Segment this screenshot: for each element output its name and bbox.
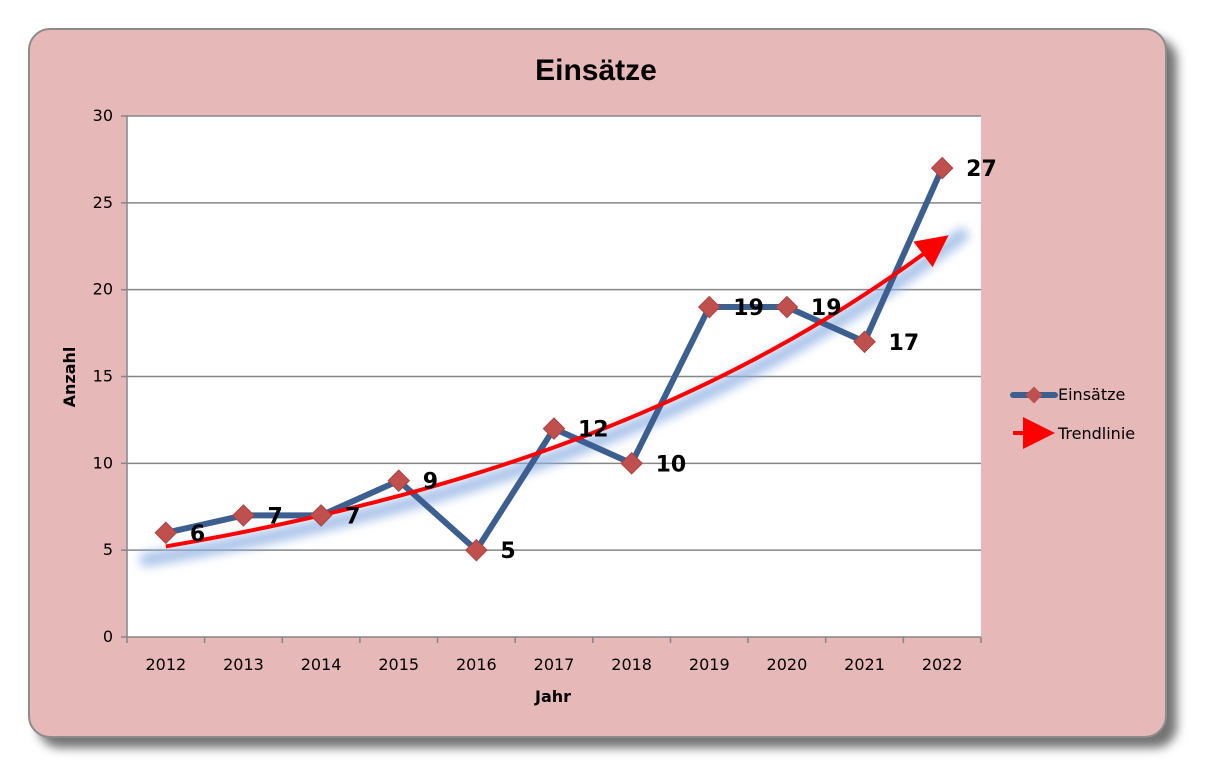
x-tick-label: 2017 xyxy=(534,655,575,674)
legend-label-trendlinie: Trendlinie xyxy=(1057,424,1135,443)
data-point-marker xyxy=(620,452,643,475)
legend: Einsätze Trendlinie xyxy=(1010,385,1135,449)
y-tick-label: 15 xyxy=(93,367,113,386)
y-axis-label: Anzahl xyxy=(60,347,79,408)
y-tick-label: 25 xyxy=(93,193,113,212)
x-tick-label: 2015 xyxy=(378,655,419,674)
x-tick-label: 2014 xyxy=(301,655,342,674)
series-markers xyxy=(154,156,954,562)
y-tick-label: 10 xyxy=(93,453,113,472)
data-label: 12 xyxy=(578,418,609,443)
y-tick-label: 0 xyxy=(103,627,113,646)
data-label: 7 xyxy=(267,504,282,529)
y-axis-ticks: 0 5 10 15 20 25 30 xyxy=(93,106,127,646)
y-tick-label: 30 xyxy=(93,106,113,125)
data-label: 6 xyxy=(190,522,205,547)
legend-item-einsaetze: Einsätze xyxy=(1010,385,1125,404)
x-axis-label: Jahr xyxy=(534,687,571,706)
x-tick-label: 2019 xyxy=(689,655,730,674)
x-tick-label: 2020 xyxy=(767,655,808,674)
data-label: 27 xyxy=(966,157,997,182)
x-tick-label: 2021 xyxy=(844,655,885,674)
trendline-glow-path xyxy=(139,228,969,567)
legend-series-marker xyxy=(1025,386,1043,404)
x-tick-label: 2012 xyxy=(145,655,186,674)
data-label: 5 xyxy=(500,539,515,564)
data-point-marker xyxy=(853,330,876,354)
data-point-marker xyxy=(154,521,178,545)
data-point-marker xyxy=(930,156,954,180)
x-tick-label: 2022 xyxy=(922,655,963,674)
data-point-marker xyxy=(309,504,333,527)
data-label: 7 xyxy=(345,504,360,529)
trendline xyxy=(165,235,949,549)
data-point-marker xyxy=(232,504,255,527)
data-label: 10 xyxy=(656,452,687,477)
y-tick-label: 20 xyxy=(93,280,113,299)
data-labels: 6 7 7 9 5 12 10 19 19 17 27 xyxy=(190,157,997,564)
trendline-path xyxy=(165,235,949,549)
y-tick-label: 5 xyxy=(103,540,113,559)
data-label: 9 xyxy=(423,470,438,495)
data-label: 19 xyxy=(811,296,842,321)
data-point-marker xyxy=(697,295,721,319)
legend-item-trendlinie: Trendlinie xyxy=(1013,417,1135,449)
data-point-marker xyxy=(387,469,411,493)
data-point-marker xyxy=(542,417,566,440)
trendline-glow xyxy=(139,228,969,567)
data-label: 17 xyxy=(889,331,920,356)
x-tick-label: 2016 xyxy=(456,655,497,674)
x-tick-label: 2013 xyxy=(223,655,264,674)
data-label: 19 xyxy=(733,296,764,321)
legend-label-einsaetze: Einsätze xyxy=(1058,385,1125,404)
x-axis-ticks: 2012 2013 2014 2015 2016 2017 2018 2019 2020 2021… xyxy=(126,637,982,674)
chart-title: Einsätze xyxy=(535,54,657,87)
x-tick-label: 2018 xyxy=(611,655,652,674)
data-point-marker xyxy=(465,538,488,562)
data-point-marker xyxy=(775,295,799,319)
